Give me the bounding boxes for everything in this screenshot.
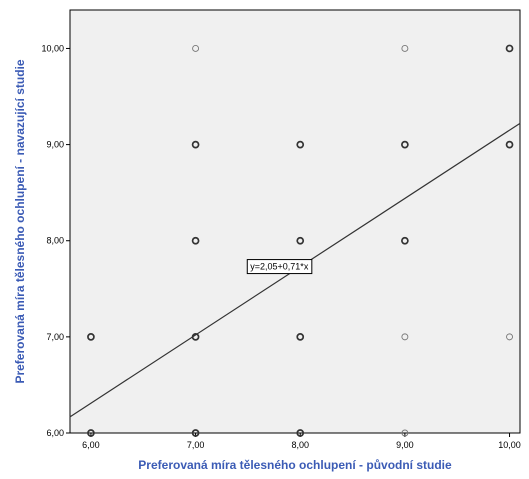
equation-box [246,259,313,275]
y-axis-title: Preferovaná míra tělesného ochlupení - n… [13,59,27,383]
x-axis-title: Preferovaná míra tělesného ochlupení - p… [138,458,452,472]
data-point [401,236,409,245]
data-point [401,333,409,341]
data-point [296,333,305,341]
equation-label: y=2,05+0,71*x [250,262,309,272]
data-point [192,45,200,52]
data-point [505,140,514,149]
x-tick-label: 6,00 [82,440,100,450]
data-point [296,429,305,437]
data-point [191,236,200,245]
x-tick-label: 7,00 [187,440,205,450]
data-point [87,429,95,437]
x-tick-label: 9,00 [396,440,414,450]
y-tick-label: 7,00 [46,332,64,342]
data-point [296,140,305,149]
y-tick-label: 9,00 [46,140,64,150]
data-point [401,45,409,52]
equation-layer: y=2,05+0,71*x [246,259,313,275]
data-point [506,333,513,341]
y-tick-label: 8,00 [46,236,64,246]
data-point [296,236,305,245]
data-point [191,333,200,341]
data-point [401,429,409,437]
data-point [505,44,514,53]
y-tick-label: 6,00 [46,428,64,438]
ticks-layer: 6,00 7,00 8,00 9,00 10,00 6,00 7,00 8,00 9,00 10,… [41,43,520,450]
x-tick-label: 8,00 [291,440,309,450]
data-point [401,140,409,149]
data-point [191,429,200,437]
data-point [191,140,200,149]
data-point [87,333,95,341]
y-tick-label: 10,00 [41,43,64,53]
x-tick-label: 10,00 [498,440,521,450]
points-layer [87,44,514,437]
plot-area [69,9,521,434]
